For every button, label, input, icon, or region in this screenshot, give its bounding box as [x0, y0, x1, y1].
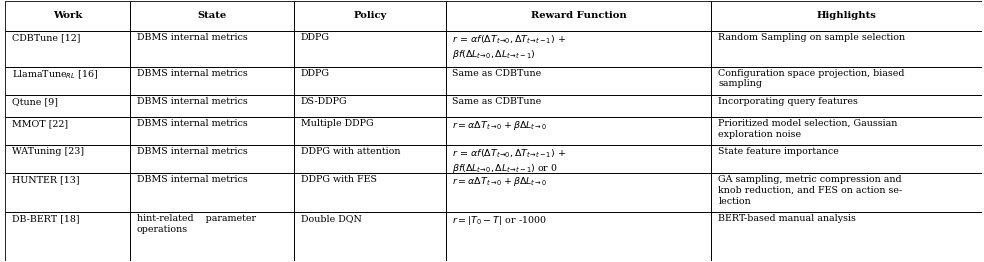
Bar: [446, 95, 711, 117]
Bar: [446, 67, 711, 95]
Text: $r = \alpha\Delta T_{t\to0} + \beta\Delta L_{t\to0}$: $r = \alpha\Delta T_{t\to0} + \beta\Delt…: [453, 175, 548, 188]
Text: DS-DDPG: DS-DDPG: [301, 97, 347, 106]
Text: Work: Work: [53, 12, 82, 20]
Bar: [446, 173, 711, 212]
Bar: [711, 95, 982, 117]
Text: Prioritized model selection, Gaussian
exploration noise: Prioritized model selection, Gaussian ex…: [718, 119, 897, 139]
Bar: [294, 95, 446, 117]
Text: WATuning [23]: WATuning [23]: [12, 147, 84, 156]
Bar: [5, 145, 130, 173]
Bar: [446, 1, 711, 31]
Text: Multiple DDPG: Multiple DDPG: [301, 119, 374, 128]
Text: DBMS internal metrics: DBMS internal metrics: [137, 69, 248, 78]
Bar: [5, 95, 130, 117]
Bar: [711, 31, 982, 67]
Bar: [446, 117, 711, 145]
Bar: [5, 67, 130, 95]
Text: Policy: Policy: [353, 12, 387, 20]
Text: GA sampling, metric compression and
knob reduction, and FES on action se-
lectio: GA sampling, metric compression and knob…: [718, 175, 902, 206]
Bar: [5, 117, 130, 145]
Bar: [5, 1, 130, 31]
Bar: [130, 95, 294, 117]
Bar: [711, 117, 982, 145]
Text: Reward Function: Reward Function: [530, 12, 627, 20]
Text: DDPG with FES: DDPG with FES: [301, 175, 377, 184]
Bar: [5, 212, 130, 261]
Text: hint-related    parameter
operations: hint-related parameter operations: [137, 214, 256, 234]
Text: DDPG: DDPG: [301, 69, 330, 78]
Bar: [711, 67, 982, 95]
Text: Incorporating query features: Incorporating query features: [718, 97, 858, 106]
Text: Qtune [9]: Qtune [9]: [12, 97, 58, 106]
Bar: [446, 212, 711, 261]
Text: $r\,=\,\alpha f(\Delta T_{t\!\to\!0},\Delta T_{t\!\to\! t-1})\,+$
$\beta f(\Delt: $r\,=\,\alpha f(\Delta T_{t\!\to\!0},\De…: [453, 33, 567, 61]
Text: Same as CDBTune: Same as CDBTune: [453, 69, 541, 78]
Text: DBMS internal metrics: DBMS internal metrics: [137, 97, 248, 106]
Text: HUNTER [13]: HUNTER [13]: [12, 175, 80, 184]
Text: Double DQN: Double DQN: [301, 214, 362, 223]
Text: MMOT [22]: MMOT [22]: [12, 119, 68, 128]
Bar: [294, 173, 446, 212]
Text: BERT-based manual analysis: BERT-based manual analysis: [718, 214, 856, 223]
Bar: [130, 31, 294, 67]
Text: Same as CDBTune: Same as CDBTune: [453, 97, 541, 106]
Bar: [294, 31, 446, 67]
Text: DBMS internal metrics: DBMS internal metrics: [137, 33, 248, 42]
Bar: [5, 31, 130, 67]
Text: State feature importance: State feature importance: [718, 147, 839, 156]
Text: $r = |T_0 - T|$ or -1000: $r = |T_0 - T|$ or -1000: [453, 214, 547, 227]
Text: Configuration space projection, biased
sampling: Configuration space projection, biased s…: [718, 69, 904, 88]
Bar: [711, 173, 982, 212]
Bar: [130, 212, 294, 261]
Text: State: State: [198, 12, 226, 20]
Text: DBMS internal metrics: DBMS internal metrics: [137, 119, 248, 128]
Text: $r\,=\,\alpha f(\Delta T_{t\!\to\!0},\Delta T_{t\!\to\! t-1})\,+$
$\beta f(\Delt: $r\,=\,\alpha f(\Delta T_{t\!\to\!0},\De…: [453, 147, 567, 175]
Bar: [711, 1, 982, 31]
Text: DB-BERT [18]: DB-BERT [18]: [12, 214, 80, 223]
Bar: [711, 145, 982, 173]
Bar: [294, 67, 446, 95]
Text: Highlights: Highlights: [817, 12, 877, 20]
Text: DBMS internal metrics: DBMS internal metrics: [137, 175, 248, 184]
Bar: [5, 173, 130, 212]
Text: CDBTune [12]: CDBTune [12]: [12, 33, 81, 42]
Bar: [446, 145, 711, 173]
Bar: [446, 31, 711, 67]
Text: DDPG: DDPG: [301, 33, 330, 42]
Bar: [294, 117, 446, 145]
Text: $r = \alpha\Delta T_{t\to0} + \beta\Delta L_{t\to0}$: $r = \alpha\Delta T_{t\to0} + \beta\Delt…: [453, 119, 548, 132]
Bar: [130, 145, 294, 173]
Text: DDPG with attention: DDPG with attention: [301, 147, 400, 156]
Text: Random Sampling on sample selection: Random Sampling on sample selection: [718, 33, 905, 42]
Bar: [294, 212, 446, 261]
Bar: [130, 67, 294, 95]
Bar: [711, 212, 982, 261]
Bar: [130, 1, 294, 31]
Text: LlamaTune$_{RL}$ [16]: LlamaTune$_{RL}$ [16]: [12, 69, 98, 81]
Bar: [130, 117, 294, 145]
Text: DBMS internal metrics: DBMS internal metrics: [137, 147, 248, 156]
Bar: [294, 1, 446, 31]
Bar: [130, 173, 294, 212]
Bar: [294, 145, 446, 173]
